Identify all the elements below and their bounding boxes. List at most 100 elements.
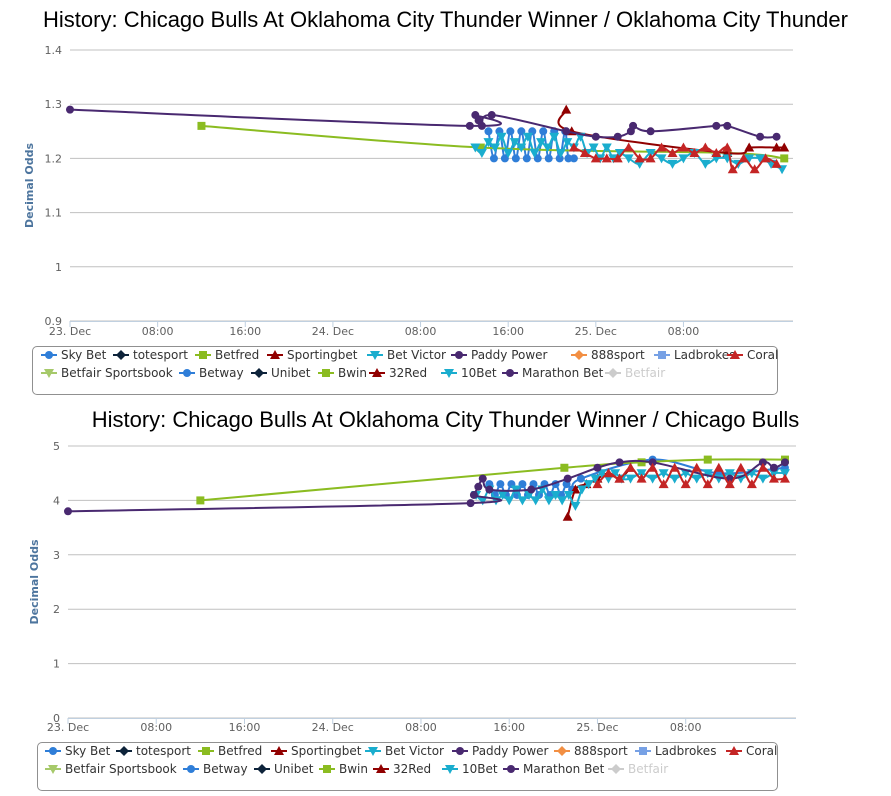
legend-marker: [608, 368, 618, 378]
data-point: [496, 132, 507, 142]
legend-symbol: [451, 351, 467, 359]
legend-symbol: [726, 746, 742, 755]
legend-item-32red[interactable]: 32Red: [369, 365, 427, 381]
series-paddy-power: [64, 458, 789, 516]
legend-item-betway[interactable]: Betway: [179, 365, 244, 381]
data-point: [489, 154, 498, 163]
data-point: [667, 159, 678, 169]
data-point: [744, 142, 755, 152]
data-point: [779, 473, 790, 483]
legend-item-betfair[interactable]: Betfair: [605, 365, 665, 381]
legend-marker: [456, 747, 464, 755]
legend-label: Betfred: [215, 348, 260, 362]
data-point: [700, 142, 711, 152]
data-point: [780, 458, 789, 467]
legend-symbol: [195, 351, 211, 359]
x-tick-label: 16:00: [229, 325, 261, 338]
legend-item-totesport[interactable]: totesport: [116, 743, 191, 759]
data-point: [555, 148, 566, 158]
data-point: [746, 479, 757, 489]
data-point: [637, 458, 646, 467]
legend-label: Ladbrokes: [674, 348, 736, 362]
data-point: [563, 474, 572, 483]
legend-item-betfred[interactable]: Betfred: [198, 743, 262, 759]
legend-item-32red[interactable]: 32Red: [373, 761, 431, 777]
chart-chicago-bulls: History: Chicago Bulls At Oklahoma City …: [0, 400, 891, 796]
legend-item-ladbrokes[interactable]: Ladbrokes: [635, 743, 716, 759]
legend-item-totesport[interactable]: totesport: [113, 347, 188, 363]
legend-symbol: [605, 368, 621, 378]
data-point: [197, 121, 206, 130]
legend-label: 32Red: [389, 366, 428, 380]
legend-item-unibet[interactable]: Unibet: [251, 365, 310, 381]
legend-item-marathon-bet[interactable]: Marathon Bet: [503, 761, 604, 777]
legend-marker: [202, 747, 210, 755]
series-coral: [568, 142, 782, 174]
legend-marker: [44, 369, 54, 378]
legend-item-betfred[interactable]: Betfred: [195, 347, 259, 363]
legend-item-sky-bet[interactable]: Sky Bet: [45, 743, 110, 759]
data-point: [760, 153, 771, 163]
data-point: [516, 143, 527, 153]
data-point: [647, 462, 658, 472]
data-point: [522, 132, 533, 142]
legend-item-888sport[interactable]: 888sport: [554, 743, 628, 759]
data-point: [511, 154, 520, 163]
data-point: [196, 496, 205, 505]
x-tick-label: 08:00: [142, 325, 174, 338]
legend-item-coral[interactable]: Coral: [727, 347, 778, 363]
legend-symbol: [554, 746, 570, 756]
legend-item-betfair-sportsbook[interactable]: Betfair Sportsbook: [45, 761, 177, 777]
legend-symbol: [45, 747, 61, 755]
legend-item-paddy-power[interactable]: Paddy Power: [451, 347, 547, 363]
plot-area: 0 1 2 3 4 5 Decimal Odds 23. Dec 08:00 16:00 24. D…: [28, 440, 796, 734]
data-point: [504, 496, 515, 506]
legend-item-paddy-power[interactable]: Paddy Power: [452, 743, 548, 759]
legend-marker: [119, 746, 129, 756]
legend-symbol: [441, 369, 457, 378]
x-axis: 23. Dec 08:00 16:00 24. Dec 08:00 16:00 25. De…: [49, 321, 793, 338]
x-tick-label: 08:00: [405, 721, 437, 734]
data-point: [485, 485, 494, 494]
legend-item-bwin[interactable]: Bwin: [319, 761, 368, 777]
legend-item-bet-victor[interactable]: Bet Victor: [365, 743, 444, 759]
legend-item-sportingbet[interactable]: Sportingbet: [267, 347, 357, 363]
legend-item-ladbrokes[interactable]: Ladbrokes: [654, 347, 735, 363]
legend-item-sportingbet[interactable]: Sportingbet: [271, 743, 361, 759]
data-point: [474, 482, 483, 491]
legend-label: Bwin: [338, 366, 367, 380]
legend-item-10bet[interactable]: 10Bet: [441, 365, 497, 381]
legend-item-888sport[interactable]: 888sport: [571, 347, 645, 363]
data-point: [530, 496, 541, 506]
legend-symbol: [608, 764, 624, 774]
legend-item-sky-bet[interactable]: Sky Bet: [41, 347, 106, 363]
legend-marker: [368, 747, 378, 756]
data-point: [614, 148, 625, 158]
legend-item-bwin[interactable]: Bwin: [318, 365, 367, 381]
legend-item-10bet[interactable]: 10Bet: [442, 761, 498, 777]
legend-symbol: [442, 765, 458, 774]
x-tick-label: 16:00: [492, 325, 524, 338]
data-point: [603, 468, 614, 478]
data-point: [735, 462, 746, 472]
legend-label: Bwin: [339, 762, 368, 776]
legend-item-unibet[interactable]: Unibet: [254, 761, 313, 777]
legend-item-betway[interactable]: Betway: [183, 761, 248, 777]
legend-item-bet-victor[interactable]: Bet Victor: [367, 347, 446, 363]
legend-label: Paddy Power: [472, 744, 549, 758]
data-point: [636, 473, 647, 483]
legend-item-coral[interactable]: Coral: [726, 743, 777, 759]
legend-marker: [376, 764, 386, 773]
legend-symbol: [41, 369, 57, 378]
series-group: [64, 455, 790, 521]
legend-item-betfair[interactable]: Betfair: [608, 761, 668, 777]
series-coral: [592, 462, 790, 489]
data-point: [465, 121, 474, 130]
data-point: [744, 154, 755, 164]
data-point: [497, 490, 508, 500]
series-group: [66, 104, 790, 175]
legend-marker: [323, 765, 331, 773]
gridlines: [70, 49, 793, 322]
legend-item-betfair-sportsbook[interactable]: Betfair Sportsbook: [41, 365, 173, 381]
legend-item-marathon-bet[interactable]: Marathon Bet: [502, 365, 603, 381]
